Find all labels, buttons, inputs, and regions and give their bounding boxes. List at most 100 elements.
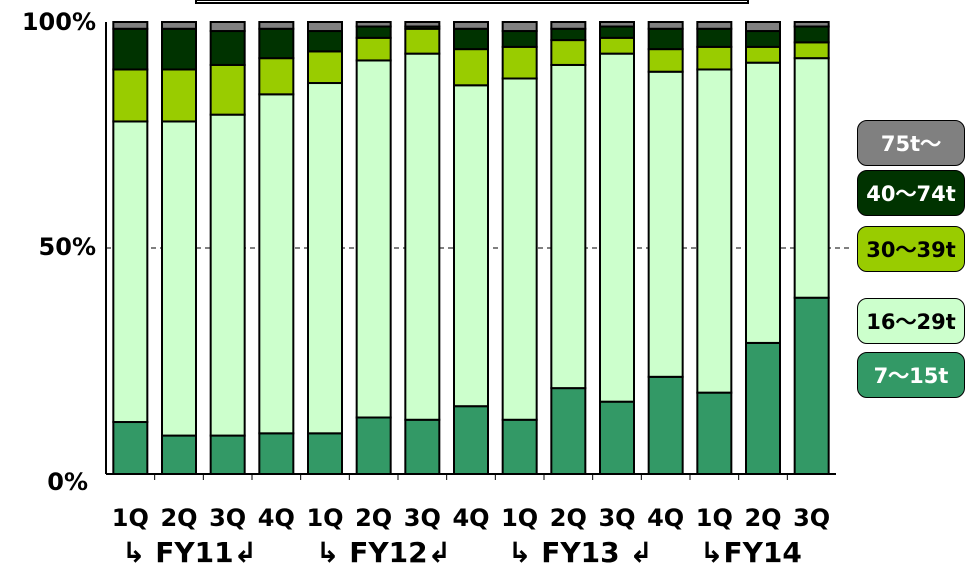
bar-segment-6-series-1 (355, 416, 392, 475)
top-bar-remnant (195, 0, 749, 4)
ytick-100: 100% (21, 8, 96, 36)
bar-segment-14-series-1 (745, 341, 781, 476)
bar-segment-10-series-4 (550, 27, 587, 42)
fiscal-year-label-4: ↳FY14 (700, 536, 802, 569)
legend-item-2: 40～74t (857, 170, 965, 216)
bar-segment-7-series-3 (404, 27, 441, 55)
bar-segment-2-series-3 (161, 68, 197, 123)
xtick-label-9: 1Q (501, 504, 538, 532)
bar-segment-7-series-2 (404, 52, 441, 421)
bar-segment-5-series-3 (307, 50, 343, 85)
bar-segment-6-series-4 (355, 25, 392, 39)
bar-segment-10-series-5 (550, 21, 587, 30)
bar-segment-13-series-5 (696, 21, 733, 30)
bar-segment-3-series-4 (209, 30, 246, 66)
xtick-label-10: 2Q (550, 504, 587, 532)
bar-segment-9-series-3 (501, 45, 538, 80)
xtick-label-14: 2Q (744, 504, 781, 532)
bar-segment-11-series-2 (599, 52, 635, 403)
bar-segment-13-series-1 (696, 391, 733, 476)
xtick-label-1: 1Q (112, 504, 149, 532)
bar-segment-8-series-1 (453, 405, 489, 476)
legend-item-3: 30～39t (857, 226, 965, 272)
axes-group: 1Q 2Q 3Q 4Q 1Q 2Q 3Q 4Q 1Q 2Q 3Q 4Q 1Q 2Q 3Q (105, 22, 836, 532)
bar-segment-8-series-5 (453, 21, 489, 30)
bar-segment-15-series-3 (793, 41, 830, 60)
legend-item-1: 75t～ (857, 120, 965, 166)
bar-segment-11-series-3 (599, 36, 635, 55)
fiscal-year-label-3: ↳ FY13 ↲ (508, 536, 653, 569)
bar-segment-5-series-1 (307, 432, 343, 476)
xtick-label-6: 2Q (355, 504, 392, 532)
bar-segment-9-series-1 (501, 418, 538, 476)
bar-segment-4-series-2 (258, 93, 295, 435)
bar-segment-15-series-5 (793, 21, 830, 28)
bar-segment-10-series-3 (550, 39, 587, 66)
bar-segment-11-series-1 (599, 400, 635, 475)
bar-segment-9-series-2 (501, 77, 538, 421)
bar-segment-2-series-2 (161, 120, 197, 437)
bar-segment-12-series-3 (647, 48, 684, 73)
bar-segment-14-series-4 (745, 30, 781, 48)
bar-segment-14-series-3 (745, 45, 781, 64)
bar-segment-9-series-5 (501, 21, 538, 33)
bar-segment-13-series-2 (696, 68, 733, 394)
fiscal-year-label-2: ↳ FY12↲ (316, 536, 452, 569)
xtick-label-15: 3Q (793, 504, 830, 532)
bar-segment-7-series-5 (404, 21, 441, 28)
bar-segment-15-series-4 (793, 25, 830, 44)
bar-segment-1-series-2 (112, 120, 149, 424)
bar-segment-9-series-4 (501, 30, 538, 48)
ytick-0: 0% (47, 468, 88, 496)
bar-segment-13-series-3 (696, 45, 733, 71)
xtick-label-7: 3Q (404, 504, 441, 532)
bar-segment-4-series-1 (258, 432, 295, 476)
bar-segment-1-series-4 (112, 27, 149, 71)
bar-segment-2-series-5 (161, 21, 197, 30)
bar-segment-5-series-5 (307, 21, 343, 33)
bar-segment-10-series-2 (550, 63, 587, 390)
bar-segment-4-series-4 (258, 27, 295, 60)
bar-segment-1-series-5 (112, 21, 149, 30)
bars-group (106, 21, 852, 476)
bar-segment-12-series-1 (647, 375, 684, 476)
bar-segment-15-series-1 (793, 296, 830, 475)
bar-segment-12-series-4 (647, 27, 684, 51)
xtick-label-5: 1Q (306, 504, 343, 532)
bar-segment-15-series-2 (793, 57, 830, 299)
bar-segment-3-series-2 (209, 113, 246, 437)
bar-segment-7-series-1 (404, 418, 441, 476)
xtick-label-8: 4Q (452, 504, 489, 532)
bar-segment-6-series-2 (355, 59, 392, 419)
bar-segment-14-series-5 (745, 21, 781, 33)
bar-segment-1-series-1 (112, 421, 149, 475)
bar-segment-11-series-5 (599, 21, 635, 28)
xtick-label-2: 2Q (160, 504, 197, 532)
bar-segment-10-series-1 (550, 387, 587, 475)
bar-segment-8-series-4 (453, 27, 489, 51)
bar-segment-12-series-2 (647, 70, 684, 378)
xtick-label-11: 3Q (598, 504, 635, 532)
ytick-50: 50% (38, 233, 96, 261)
bar-segment-3-series-5 (209, 21, 246, 33)
xtick-label-4: 4Q (258, 504, 295, 532)
bar-segment-2-series-1 (161, 434, 197, 475)
bar-segment-1-series-3 (112, 68, 149, 123)
bar-segment-12-series-5 (647, 21, 684, 30)
bar-segment-5-series-4 (307, 30, 343, 53)
xtick-label-13: 1Q (696, 504, 733, 532)
bar-segment-8-series-3 (453, 48, 489, 87)
xtick-label-12: 4Q (647, 504, 684, 532)
bar-segment-3-series-3 (209, 63, 246, 116)
bar-segment-11-series-4 (599, 25, 635, 39)
xtick-label-3: 3Q (209, 504, 246, 532)
bar-segment-14-series-2 (745, 61, 781, 344)
bar-segment-6-series-3 (355, 36, 392, 62)
bar-segment-2-series-4 (161, 27, 197, 71)
bar-segment-6-series-5 (355, 21, 392, 28)
bar-segment-13-series-4 (696, 27, 733, 48)
bar-segment-3-series-1 (209, 434, 246, 475)
legend-item-4: 16～29t (857, 298, 965, 344)
bar-segment-5-series-2 (307, 82, 343, 435)
